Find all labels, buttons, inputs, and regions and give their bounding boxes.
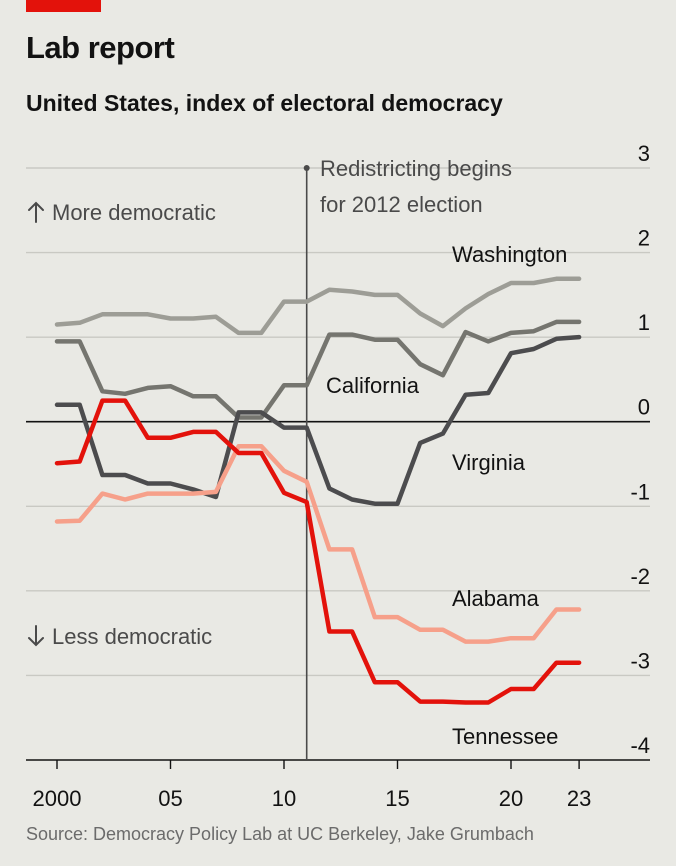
x-tick-label: 10 xyxy=(272,786,296,811)
series-line-washington xyxy=(54,276,582,336)
series-line-alabama xyxy=(54,443,582,644)
series-label-alabama: Alabama xyxy=(452,586,540,611)
series-line-tennessee xyxy=(54,398,582,705)
x-tick-label: 20 xyxy=(499,786,523,811)
series-line-virginia xyxy=(54,334,582,506)
down-arrow-icon xyxy=(28,625,44,647)
series-line-california xyxy=(54,319,582,420)
y-tick-label: -4 xyxy=(630,733,650,758)
less-democratic-label: Less democratic xyxy=(52,624,212,649)
y-tick-label: 2 xyxy=(638,226,650,251)
y-tick-label: -1 xyxy=(630,479,650,504)
series-label-washington: Washington xyxy=(452,242,567,267)
x-tick-label: 23 xyxy=(567,786,591,811)
more-democratic-label: More democratic xyxy=(52,200,216,225)
y-tick-label: 0 xyxy=(638,395,650,420)
chart-subtitle: United States, index of electoral democr… xyxy=(26,90,503,116)
x-tick-label: 2000 xyxy=(33,786,82,811)
y-tick-label: 1 xyxy=(638,310,650,335)
y-tick-label: -3 xyxy=(630,648,650,673)
up-arrow-icon xyxy=(28,201,44,223)
chart-title: Lab report xyxy=(26,30,175,65)
series-label-california: California xyxy=(326,373,420,398)
red-brand-tab xyxy=(26,0,101,12)
source-note: Source: Democracy Policy Lab at UC Berke… xyxy=(26,824,534,844)
event-label-line1: Redistricting begins xyxy=(320,156,512,181)
y-tick-label: -2 xyxy=(630,564,650,589)
event-marker xyxy=(303,165,310,171)
y-tick-label: 3 xyxy=(638,141,650,166)
x-tick-label: 15 xyxy=(385,786,409,811)
x-tick-label: 05 xyxy=(158,786,182,811)
event-label-line2: for 2012 election xyxy=(320,192,483,217)
series-label-tennessee: Tennessee xyxy=(452,724,558,749)
series-label-virginia: Virginia xyxy=(452,450,526,475)
